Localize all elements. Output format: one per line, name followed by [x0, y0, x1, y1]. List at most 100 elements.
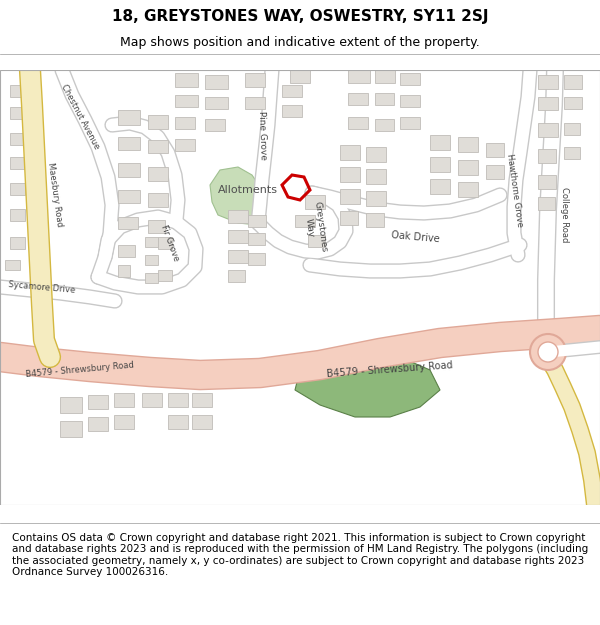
Text: Map shows position and indicative extent of the property.: Map shows position and indicative extent…	[120, 36, 480, 49]
Text: Contains OS data © Crown copyright and database right 2021. This information is : Contains OS data © Crown copyright and d…	[12, 532, 588, 578]
Polygon shape	[248, 215, 266, 227]
Polygon shape	[192, 393, 212, 407]
Polygon shape	[10, 157, 25, 169]
Polygon shape	[114, 415, 134, 429]
Polygon shape	[375, 93, 394, 105]
Polygon shape	[400, 73, 420, 85]
Polygon shape	[538, 175, 556, 189]
Polygon shape	[340, 211, 358, 225]
Polygon shape	[148, 193, 168, 207]
Text: Chestnut Avenue: Chestnut Avenue	[59, 83, 101, 151]
Polygon shape	[538, 97, 558, 110]
Polygon shape	[295, 353, 440, 417]
Polygon shape	[340, 167, 360, 182]
Text: Fir Grove: Fir Grove	[159, 224, 181, 262]
Polygon shape	[375, 70, 395, 83]
Polygon shape	[175, 117, 195, 129]
Polygon shape	[282, 105, 302, 117]
Polygon shape	[366, 191, 386, 206]
Polygon shape	[458, 160, 478, 175]
Polygon shape	[142, 393, 162, 407]
Polygon shape	[458, 137, 478, 152]
Polygon shape	[118, 245, 135, 257]
Polygon shape	[486, 165, 504, 179]
Polygon shape	[228, 230, 248, 243]
Polygon shape	[145, 273, 158, 283]
Polygon shape	[145, 255, 158, 265]
Polygon shape	[210, 167, 264, 225]
Polygon shape	[60, 397, 82, 413]
Polygon shape	[168, 393, 188, 407]
Polygon shape	[458, 182, 478, 197]
Polygon shape	[10, 183, 25, 195]
Polygon shape	[348, 93, 368, 105]
Text: College Road: College Road	[560, 188, 569, 242]
Polygon shape	[245, 73, 265, 87]
Polygon shape	[430, 135, 450, 150]
Circle shape	[538, 342, 558, 362]
Polygon shape	[148, 115, 168, 129]
Polygon shape	[348, 117, 368, 129]
Polygon shape	[486, 143, 504, 157]
Polygon shape	[305, 195, 325, 209]
Text: Sycamore Drive: Sycamore Drive	[8, 279, 76, 294]
Polygon shape	[248, 253, 265, 265]
Polygon shape	[205, 75, 228, 89]
Polygon shape	[308, 235, 325, 247]
Polygon shape	[145, 237, 158, 247]
Polygon shape	[538, 123, 558, 137]
Polygon shape	[366, 213, 384, 227]
Text: B4579 - Shrewsbury Road: B4579 - Shrewsbury Road	[326, 361, 454, 379]
Polygon shape	[158, 270, 172, 281]
Polygon shape	[175, 95, 198, 107]
Polygon shape	[192, 415, 212, 429]
Polygon shape	[400, 117, 420, 129]
Polygon shape	[10, 133, 28, 145]
Polygon shape	[118, 217, 138, 229]
Text: Maesbury Road: Maesbury Road	[46, 162, 64, 228]
Polygon shape	[282, 85, 302, 97]
Polygon shape	[564, 123, 580, 135]
Polygon shape	[205, 97, 228, 109]
Text: Greystones
Way: Greystones Way	[302, 200, 328, 254]
Polygon shape	[564, 75, 582, 89]
Polygon shape	[114, 393, 134, 407]
Polygon shape	[118, 190, 140, 203]
Polygon shape	[148, 167, 168, 181]
Polygon shape	[205, 119, 225, 131]
Text: Oak Drive: Oak Drive	[391, 230, 440, 244]
Polygon shape	[538, 149, 556, 163]
Polygon shape	[564, 97, 582, 109]
Polygon shape	[295, 215, 315, 227]
Polygon shape	[10, 107, 28, 119]
Polygon shape	[175, 73, 198, 87]
Polygon shape	[366, 147, 386, 162]
Polygon shape	[348, 70, 370, 83]
Polygon shape	[118, 110, 140, 125]
Polygon shape	[245, 97, 265, 109]
Polygon shape	[158, 237, 172, 249]
Polygon shape	[290, 70, 310, 83]
Polygon shape	[88, 395, 108, 409]
Polygon shape	[366, 169, 386, 184]
Text: Pine Grove: Pine Grove	[257, 111, 268, 159]
Polygon shape	[175, 139, 195, 151]
Polygon shape	[5, 260, 20, 270]
Polygon shape	[88, 417, 108, 431]
Polygon shape	[118, 137, 140, 150]
Polygon shape	[340, 145, 360, 160]
Polygon shape	[400, 95, 420, 107]
Text: Allotments: Allotments	[218, 185, 278, 195]
Polygon shape	[430, 179, 450, 194]
Polygon shape	[10, 209, 25, 221]
Polygon shape	[430, 157, 450, 172]
Polygon shape	[248, 233, 265, 245]
Text: 18, GREYSTONES WAY, OSWESTRY, SY11 2SJ: 18, GREYSTONES WAY, OSWESTRY, SY11 2SJ	[112, 9, 488, 24]
Polygon shape	[228, 210, 248, 223]
Polygon shape	[148, 220, 165, 233]
Polygon shape	[228, 270, 245, 282]
Polygon shape	[375, 119, 394, 131]
Polygon shape	[538, 75, 558, 89]
Circle shape	[530, 334, 566, 370]
Polygon shape	[118, 163, 140, 177]
